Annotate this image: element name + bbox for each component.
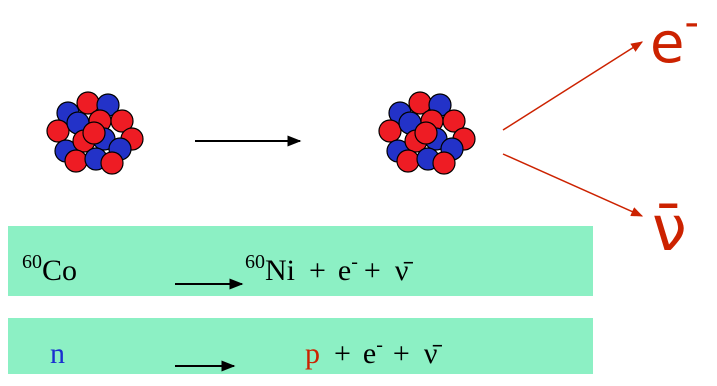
proton [415, 122, 437, 144]
antineutrino-label: ν̄ [652, 192, 687, 265]
proton [433, 152, 455, 174]
charge: - [351, 251, 358, 273]
equation-box [8, 226, 593, 296]
plus: + [334, 337, 351, 370]
antineutrino-arrow [503, 154, 642, 216]
proton [101, 152, 123, 174]
equation-box [8, 318, 593, 374]
charge: - [376, 334, 383, 356]
proton [47, 120, 69, 142]
electron: e [650, 11, 684, 76]
electron: e [363, 337, 376, 370]
plus: + [364, 254, 381, 287]
electron-charge: - [684, 0, 698, 46]
electron-arrow [503, 42, 642, 130]
product: Ni [265, 254, 295, 287]
proton [83, 122, 105, 144]
electron-label: e- [650, 0, 699, 76]
product: p [305, 337, 320, 370]
proton [397, 150, 419, 172]
diagram: e- ν̄ 60Co 60Ni+e-+ν̄ n p+e-+ν̄ [0, 0, 717, 386]
mass-number: 60 [22, 251, 42, 273]
proton [379, 120, 401, 142]
proton [65, 150, 87, 172]
plus: + [309, 254, 326, 287]
plus: + [393, 337, 410, 370]
reactant: n [50, 337, 65, 370]
reactant: Co [42, 254, 77, 287]
nuclei [47, 92, 475, 174]
mass-number: 60 [245, 251, 265, 273]
electron: e [338, 254, 351, 287]
